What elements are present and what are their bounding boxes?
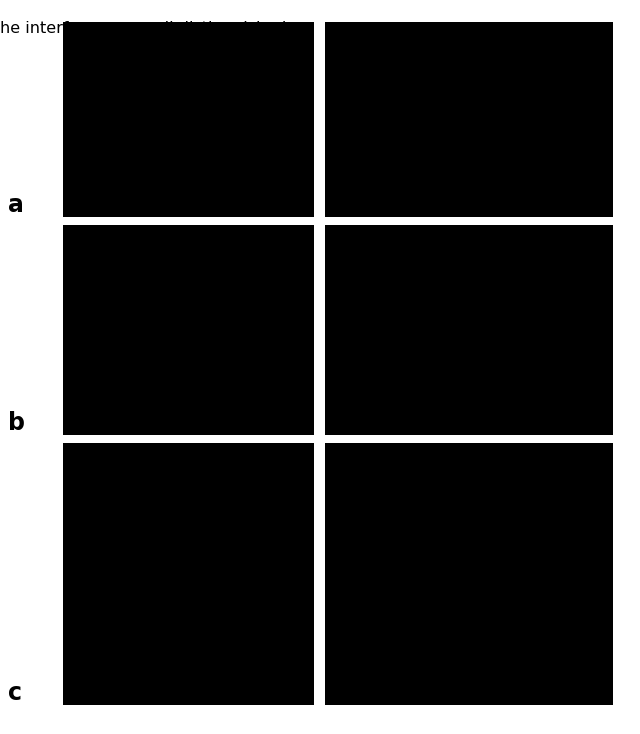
Text: he interfaces are well distinguished.: he interfaces are well distinguished. [0, 21, 291, 35]
Text: c: c [8, 681, 22, 705]
Text: b: b [8, 411, 25, 435]
Text: a: a [8, 193, 24, 217]
